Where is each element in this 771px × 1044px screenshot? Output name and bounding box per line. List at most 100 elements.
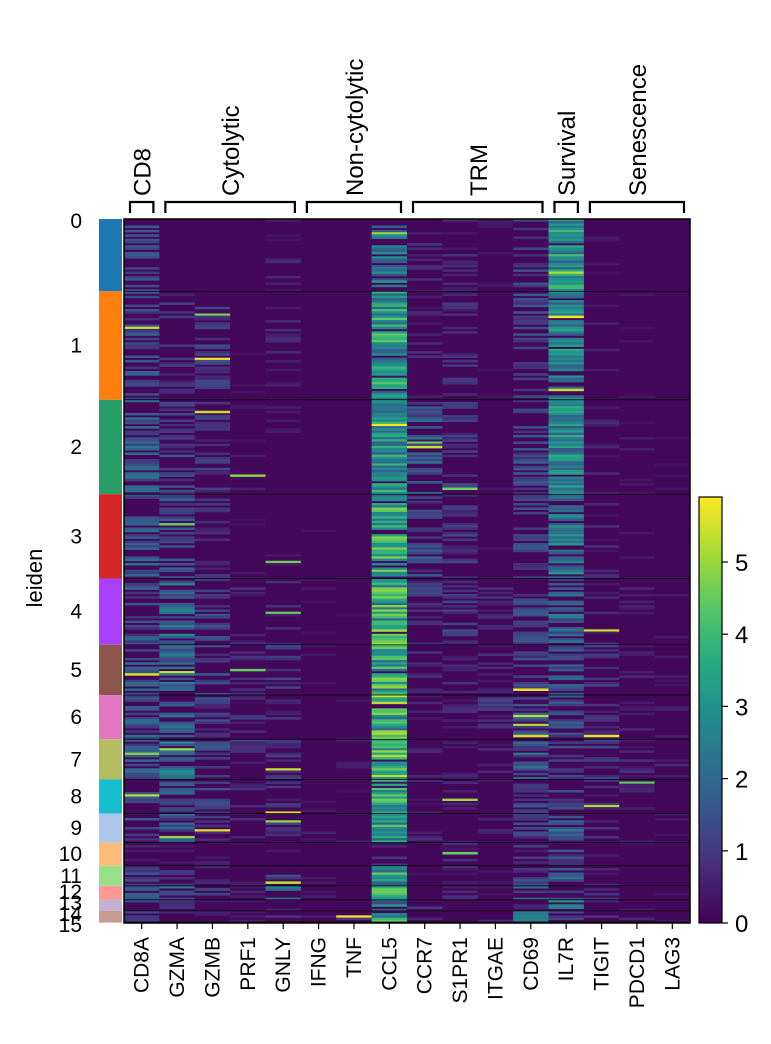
heatmap-column-LAG3-cluster-14 [654,919,691,923]
heatmap-column-CCR7-cluster-3 [407,496,443,577]
heatmap-column-S1PR1-cluster-6 [442,699,478,729]
cluster-label-14: 14 [59,903,83,926]
heatmap-column-ITGAE-cluster-12 [477,885,514,896]
heatmap-column-ITGAE-cluster-0 [477,219,514,288]
cluster-label-15: 15 [59,914,82,937]
heatmap-column-CCR7-cluster-8 [407,779,443,814]
heatmap-column-ITGAE-cluster-7 [477,743,514,773]
heatmap-column-PDCD1-cluster-10 [619,842,655,846]
heatmap-column-IL7R-cluster-7 [548,741,584,780]
heatmap-column-GZMA-cluster-9 [159,813,195,843]
heatmap-column-LAG3-cluster-6 [654,706,691,738]
heatmap-column-GZMB-cluster-5 [194,644,231,696]
heatmap-column-PDCD1-cluster-8 [619,781,655,810]
heatmap-column-GZMA-cluster-2 [159,401,195,495]
heatmap-column-GZMB-cluster-1 [194,306,231,389]
heatmap-column-CCL5-cluster-13 [371,899,408,912]
heatmap-column-TNF-cluster-4 [336,613,372,617]
group-bracket-Survival [553,200,579,213]
heatmap-column-TIGIT-cluster-3 [583,503,620,579]
heatmap-column-TIGIT-cluster-5 [583,644,620,687]
heatmap-column-ITGAE-cluster-11 [477,870,514,884]
cluster-label-8: 8 [70,786,82,809]
heatmap-column-S1PR1-cluster-9 [442,840,478,843]
heatmap-column-CD8A-cluster-0 [124,225,160,292]
heatmap-column-PRF1-cluster-11 [230,881,266,887]
heatmap-column-GNLY-cluster-10 [265,849,301,853]
heatmap-column-LAG3-cluster-7 [654,759,691,778]
heatmap-column-PDCD1-cluster-7 [619,739,655,778]
gene-label-PDCD1: PDCD1 [626,937,649,1008]
heatmap-column-LAG3-cluster-12 [654,892,691,896]
heatmap-column-IL7R-cluster-9 [548,815,584,841]
heatmap-column-CCL5-cluster-11 [371,865,408,887]
heatmap-column-CD8A-cluster-4 [124,582,160,646]
group-label-Non-cytolytic: Non-cytolytic [342,59,369,196]
heatmap-column-CD69-cluster-7 [513,741,549,780]
cluster-color-10 [99,842,122,866]
cluster-label-0: 0 [70,210,82,233]
cluster-label-4: 4 [70,601,82,624]
group-label-CD8: CD8 [130,148,157,196]
gene-label-GNLY: GNLY [272,937,295,993]
heatmap-column-PRF1-cluster-7 [230,739,266,765]
heatmap-column-GZMA-cluster-4 [159,580,195,646]
heatmap-column-GZMA-cluster-6 [159,701,195,738]
heatmap-column-CCR7-cluster-1 [407,295,443,398]
heatmap-column-S1PR1-cluster-1 [442,293,478,396]
cluster-color-11 [99,865,122,886]
cluster-label-7: 7 [70,748,82,771]
heatmap-column-GZMB-cluster-8 [194,781,231,814]
heatmap-column-TIGIT-cluster-0 [583,236,620,275]
heatmap-column-GNLY-cluster-3 [265,554,301,566]
heatmap-column-GZMB-cluster-11 [194,865,231,884]
heatmap-column-PRF1-cluster-13 [230,899,266,903]
heatmap-column-TIGIT-cluster-8 [583,779,620,810]
heatmap-column-S1PR1-cluster-8 [442,781,478,810]
heatmap-body [124,219,691,924]
heatmap-column-CD8A-cluster-1 [124,291,160,401]
heatmap-column-IFNG-cluster-11 [300,876,337,884]
gene-label-IFNG: IFNG [308,937,331,987]
heatmap-column-PRF1-cluster-14 [230,910,266,923]
heatmap-column-PRF1-cluster-9 [230,818,266,839]
heatmap-column-ITGAE-cluster-3 [477,547,514,550]
heatmap-column-IFNG-cluster-3 [300,529,337,533]
heatmap-column-S1PR1-cluster-12 [442,885,478,901]
heatmap-column-ITGAE-cluster-6 [477,697,514,729]
heatmap-column-GNLY-cluster-9 [265,820,301,837]
heatmap-column-S1PR1-cluster-4 [442,580,478,646]
heatmap-column-GZMB-cluster-4 [194,578,231,641]
group-bracket-CD8 [128,200,155,213]
heatmap-column-CD8A-cluster-12 [124,885,160,901]
heatmap-column-GNLY-cluster-8 [265,781,301,814]
cluster-color-8 [99,779,122,814]
heatmap-column-TNF-cluster-14 [336,915,372,921]
heatmap-column-CD8A-cluster-2 [124,399,160,493]
heatmap-column-GZMB-cluster-12 [194,888,231,896]
gene-label-PRF1: PRF1 [237,937,260,991]
colorbar-tick-label: 2 [735,767,748,794]
heatmap-column-CCL5-cluster-6 [371,695,408,740]
heatmap-column-IFNG-cluster-9 [300,831,337,841]
heatmap-column-CCL5-cluster-8 [371,779,408,814]
heatmap-column-TNF-cluster-8 [336,790,372,793]
heatmap-column-GZMA-cluster-13 [159,899,195,910]
gene-label-GZMB: GZMB [201,937,224,998]
heatmap-column-GNLY-cluster-5 [265,644,301,689]
heatmap-column-CCR7-cluster-9 [407,831,443,841]
cluster-color-0 [99,219,122,292]
heatmap-column-CD69-cluster-8 [513,783,549,814]
cluster-color-2 [99,399,122,495]
cluster-color-1 [99,291,122,400]
heatmap-column-S1PR1-cluster-3 [442,494,478,579]
heatmap-column-CD69-cluster-0 [513,219,549,288]
heatmap-column-GZMA-cluster-11 [159,870,195,887]
heatmap-column-PDCD1-cluster-4 [619,587,655,615]
heatmap-column-PRF1-cluster-4 [230,587,266,646]
heatmap-column-PDCD1-cluster-6 [619,701,655,731]
heatmap-column-TIGIT-cluster-11 [583,867,620,887]
cluster-label-3: 3 [70,525,82,548]
heatmap-column-LAG3-cluster-4 [654,594,691,639]
